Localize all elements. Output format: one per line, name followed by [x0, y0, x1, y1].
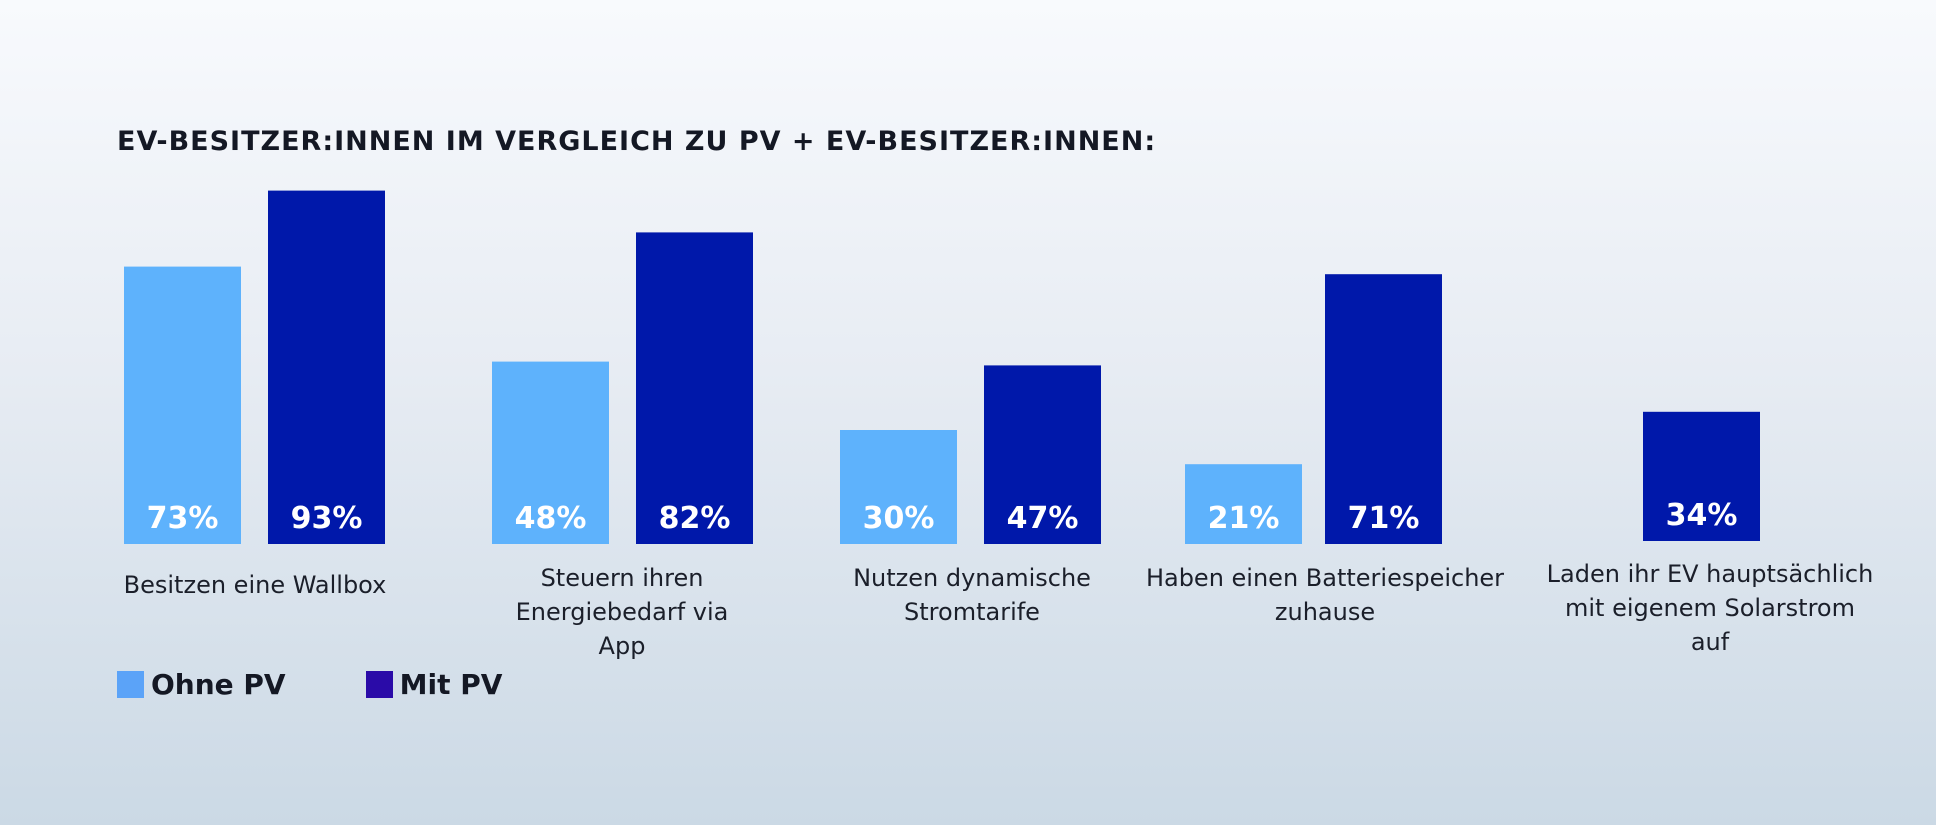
legend-label-mit-pv: Mit PV	[399, 668, 503, 701]
legend: Ohne PV Mit PV	[117, 668, 582, 701]
bar-label-mit-pv-app: 82%	[659, 501, 731, 536]
bar-label-mit-pv-battery: 71%	[1348, 501, 1420, 536]
bar-label-mit-pv-wallbox: 93%	[291, 501, 363, 536]
bar-ohne-pv-app	[492, 361, 609, 544]
bar-mit-pv-app	[636, 232, 753, 544]
bar-label-mit-pv-dynamic-tariffs: 47%	[1007, 501, 1079, 536]
legend-item-mit-pv: Mit PV	[365, 668, 503, 701]
bar-mit-pv-dynamic-tariffs	[984, 365, 1101, 544]
bar-label-mit-pv-solar-charging: 34%	[1666, 498, 1738, 533]
chart-title: EV-BESITZER:INNEN IM VERGLEICH ZU PV + E…	[117, 126, 1157, 157]
bar-label-ohne-pv-battery: 21%	[1208, 501, 1280, 536]
bar-label-ohne-pv-dynamic-tariffs: 30%	[863, 501, 935, 536]
bar-ohne-pv-wallbox	[124, 266, 241, 544]
category-label-wallbox: Besitzen eine Wallbox	[123, 571, 387, 599]
bar-mit-pv-battery	[1325, 274, 1442, 544]
bar-label-ohne-pv-wallbox: 73%	[147, 501, 219, 536]
category-label-battery: Haben einen Batteriespeicher zuhause	[1145, 564, 1505, 626]
legend-swatch-ohne-pv	[117, 671, 144, 698]
legend-label-ohne-pv: Ohne PV	[151, 668, 286, 701]
bar-ohne-pv-dynamic-tariffs	[840, 430, 957, 544]
category-label-app: Steuern ihren Energiebedarf via App	[515, 564, 729, 660]
category-label-dynamic-tariffs: Nutzen dynamische Stromtarife	[853, 564, 1091, 626]
legend-item-ohne-pv: Ohne PV	[117, 668, 286, 701]
bar-mit-pv-wallbox	[268, 190, 385, 544]
bar-mit-pv-solar-charging	[1643, 411, 1760, 541]
bar-ohne-pv-battery	[1185, 464, 1302, 544]
category-label-solar-charging: Laden ihr EV hauptsächlich mit eigenem S…	[1546, 560, 1874, 656]
legend-swatch-mit-pv	[365, 671, 393, 698]
bar-label-ohne-pv-app: 48%	[515, 501, 587, 536]
